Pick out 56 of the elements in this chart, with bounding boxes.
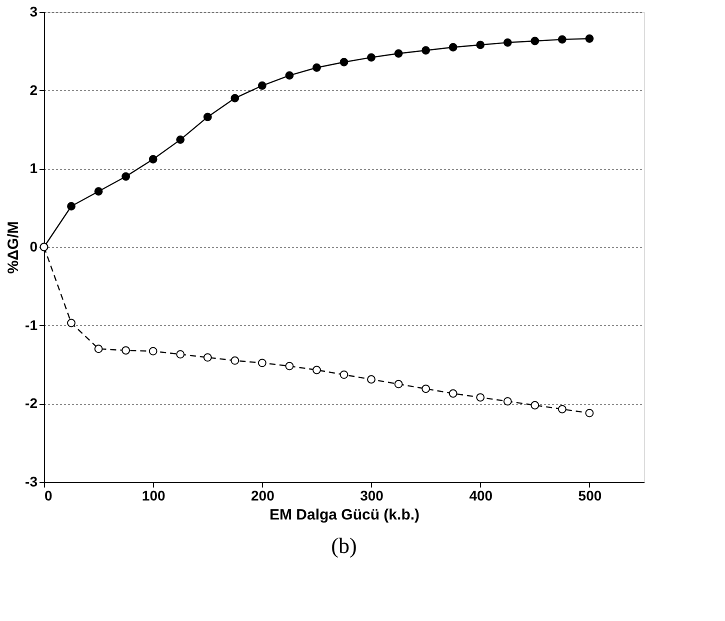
point	[476, 40, 485, 50]
point	[285, 362, 294, 370]
point	[258, 81, 266, 90]
point	[394, 49, 403, 58]
point	[530, 36, 540, 46]
point	[67, 318, 76, 328]
point	[448, 389, 458, 398]
point	[312, 63, 321, 72]
x-tick-label: 100	[142, 488, 166, 504]
point	[422, 46, 430, 55]
point	[94, 344, 103, 354]
point	[122, 172, 130, 181]
point	[503, 397, 512, 406]
point	[558, 35, 566, 44]
point	[585, 34, 594, 43]
point	[367, 375, 376, 384]
x-tick-label: 300	[360, 488, 384, 504]
x-tick-label: 0	[44, 488, 52, 504]
point	[258, 358, 266, 368]
point	[558, 404, 566, 414]
point	[230, 94, 240, 102]
point	[530, 401, 540, 410]
point	[422, 384, 430, 393]
point	[340, 370, 348, 379]
y-tick-label: 0	[30, 238, 38, 254]
point	[367, 53, 376, 62]
y-tick-label: 3	[30, 4, 38, 20]
point	[394, 380, 403, 388]
x-axis-title: EM Dalga Gücü (k.b.)	[269, 506, 420, 524]
point	[94, 187, 103, 196]
point	[148, 155, 158, 164]
text: (b)	[331, 533, 357, 558]
y-tick-label: -3	[25, 474, 38, 490]
x-tick-label: 500	[578, 488, 602, 504]
point	[503, 38, 512, 47]
point	[230, 356, 240, 365]
point	[340, 58, 348, 66]
point	[585, 408, 594, 418]
point	[285, 71, 294, 80]
point	[203, 112, 212, 122]
y-tick-label: -2	[25, 395, 38, 412]
point	[476, 393, 485, 402]
point	[312, 366, 321, 374]
x-tick-label: 400	[469, 488, 493, 504]
y-tick-label: -1	[25, 316, 38, 333]
y-axis-title: %ΔG/M	[5, 221, 22, 274]
point	[203, 353, 212, 362]
point	[176, 350, 185, 359]
point	[448, 43, 458, 52]
y-tick-label: 1	[30, 160, 38, 176]
y-tick-label: 2	[30, 82, 38, 98]
point	[67, 202, 76, 210]
point	[122, 346, 130, 355]
point	[176, 135, 185, 144]
x-tick-label: 200	[251, 488, 275, 504]
point	[148, 346, 158, 356]
